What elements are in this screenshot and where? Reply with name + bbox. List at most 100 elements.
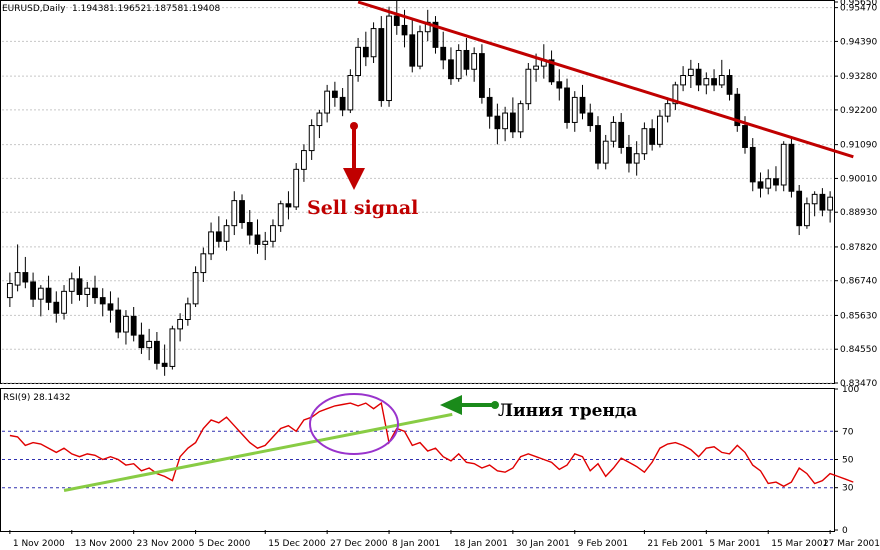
candle-body: [331, 90, 338, 98]
price-tick-label: 0.87820: [840, 243, 877, 253]
candle-body: [804, 203, 810, 227]
price-tick-label: 0.95470: [840, 4, 877, 14]
candle-body: [749, 146, 756, 183]
candle-body: [757, 181, 764, 189]
candle-body: [130, 315, 137, 336]
candle-body: [448, 59, 454, 80]
candle-body: [53, 301, 60, 314]
price-tick-label: 0.94390: [840, 37, 877, 47]
candle-body: [564, 87, 570, 123]
time-tick-label: 1 Nov 2000: [13, 539, 65, 549]
candle-body: [231, 200, 238, 227]
candlestick-series: [6, 0, 834, 376]
candle-body: [177, 319, 184, 330]
candle-body: [386, 15, 392, 102]
candle-body: [30, 281, 36, 300]
rsi-label: RSI(9) 28.1432: [3, 393, 70, 403]
candle-body: [517, 103, 524, 133]
candle-body: [602, 140, 609, 164]
candle-body: [184, 303, 191, 321]
rsi-tick-label: 100: [842, 385, 859, 395]
candle-body: [246, 222, 253, 236]
candle-body: [370, 28, 377, 58]
candle-body: [169, 328, 176, 367]
rsi-series: [9, 401, 854, 488]
candle-body: [618, 121, 625, 148]
candle-body: [99, 297, 106, 305]
candle-body: [633, 153, 640, 164]
candle-body: [316, 112, 323, 127]
symbol-label: EURUSD,Daily: [2, 4, 66, 14]
price-tick-label: 0.84550: [840, 345, 877, 355]
candle-body: [223, 225, 230, 242]
price-tick-label: 0.92200: [840, 106, 877, 116]
candle-body: [788, 143, 795, 192]
sell-arrow-head: [343, 168, 365, 190]
candle-body: [571, 96, 578, 123]
price-tick-label: 0.90010: [840, 174, 877, 184]
candle-body: [656, 115, 663, 145]
candle-body: [362, 46, 369, 58]
trend-line-label: Линия тренда: [498, 401, 637, 421]
candle-body: [68, 278, 75, 292]
candle-body: [742, 125, 748, 148]
rsi-tick-label: 0: [842, 526, 848, 536]
candle-body: [239, 200, 245, 224]
candle-body: [649, 128, 656, 145]
low-value: 1.18758: [146, 4, 183, 14]
candle-body: [107, 303, 114, 311]
candle-body: [324, 90, 331, 114]
candle-body: [811, 193, 818, 205]
open-value: 1.19438: [72, 4, 109, 14]
candle-body: [270, 225, 276, 242]
price-tick-label: 0.86740: [840, 277, 877, 287]
trend-arrow-dot: [491, 401, 499, 409]
candle-body: [22, 272, 29, 283]
candle-body: [417, 31, 423, 67]
candle-body: [84, 287, 91, 295]
candle-body: [277, 203, 284, 227]
trend-annotation-arrow: [440, 395, 499, 415]
price-panel-frame: [0, 0, 835, 384]
time-tick-label: 15 Dec 2000: [268, 539, 326, 549]
candle-body: [215, 231, 222, 242]
candle-body: [61, 290, 67, 314]
time-tick-label: 9 Feb 2001: [578, 539, 628, 549]
rsi-grid: [2, 430, 834, 489]
candle-body: [45, 287, 52, 303]
candle-body: [479, 53, 485, 98]
candle-body: [548, 59, 555, 83]
candle-body: [664, 103, 671, 117]
candle-body: [734, 93, 741, 127]
candle-body: [161, 362, 168, 367]
rsi-axis: 100 70 50 30 0: [834, 385, 859, 536]
candle-body: [471, 53, 478, 70]
price-tick-label: 0.91090: [840, 141, 877, 151]
time-tick-label: 27 Mar 2001: [823, 539, 880, 549]
sell-arrow: [343, 122, 365, 190]
rsi-highlight-circle: [309, 393, 399, 455]
candle-body: [92, 287, 98, 299]
candle-body: [796, 190, 803, 227]
rsi-tick-label: 30: [842, 484, 854, 494]
time-tick-label: 30 Jan 2001: [516, 539, 570, 549]
candle-body: [262, 240, 269, 245]
price-tick-label: 0.85630: [840, 311, 877, 321]
candle-body: [587, 112, 594, 127]
candle-body: [827, 196, 834, 211]
candle-body: [703, 78, 710, 86]
candle-body: [347, 75, 354, 111]
time-tick-label: 18 Jan 2001: [454, 539, 508, 549]
candle-body: [37, 287, 44, 300]
price-tick-label: 0.95650: [840, 0, 877, 8]
candle-body: [6, 283, 13, 299]
candle-body: [726, 75, 733, 95]
candle-body: [355, 46, 361, 77]
price-grid: [2, 7, 834, 384]
candle-body: [494, 115, 501, 130]
candle-body: [718, 75, 725, 86]
rsi-trendline: [63, 412, 453, 492]
